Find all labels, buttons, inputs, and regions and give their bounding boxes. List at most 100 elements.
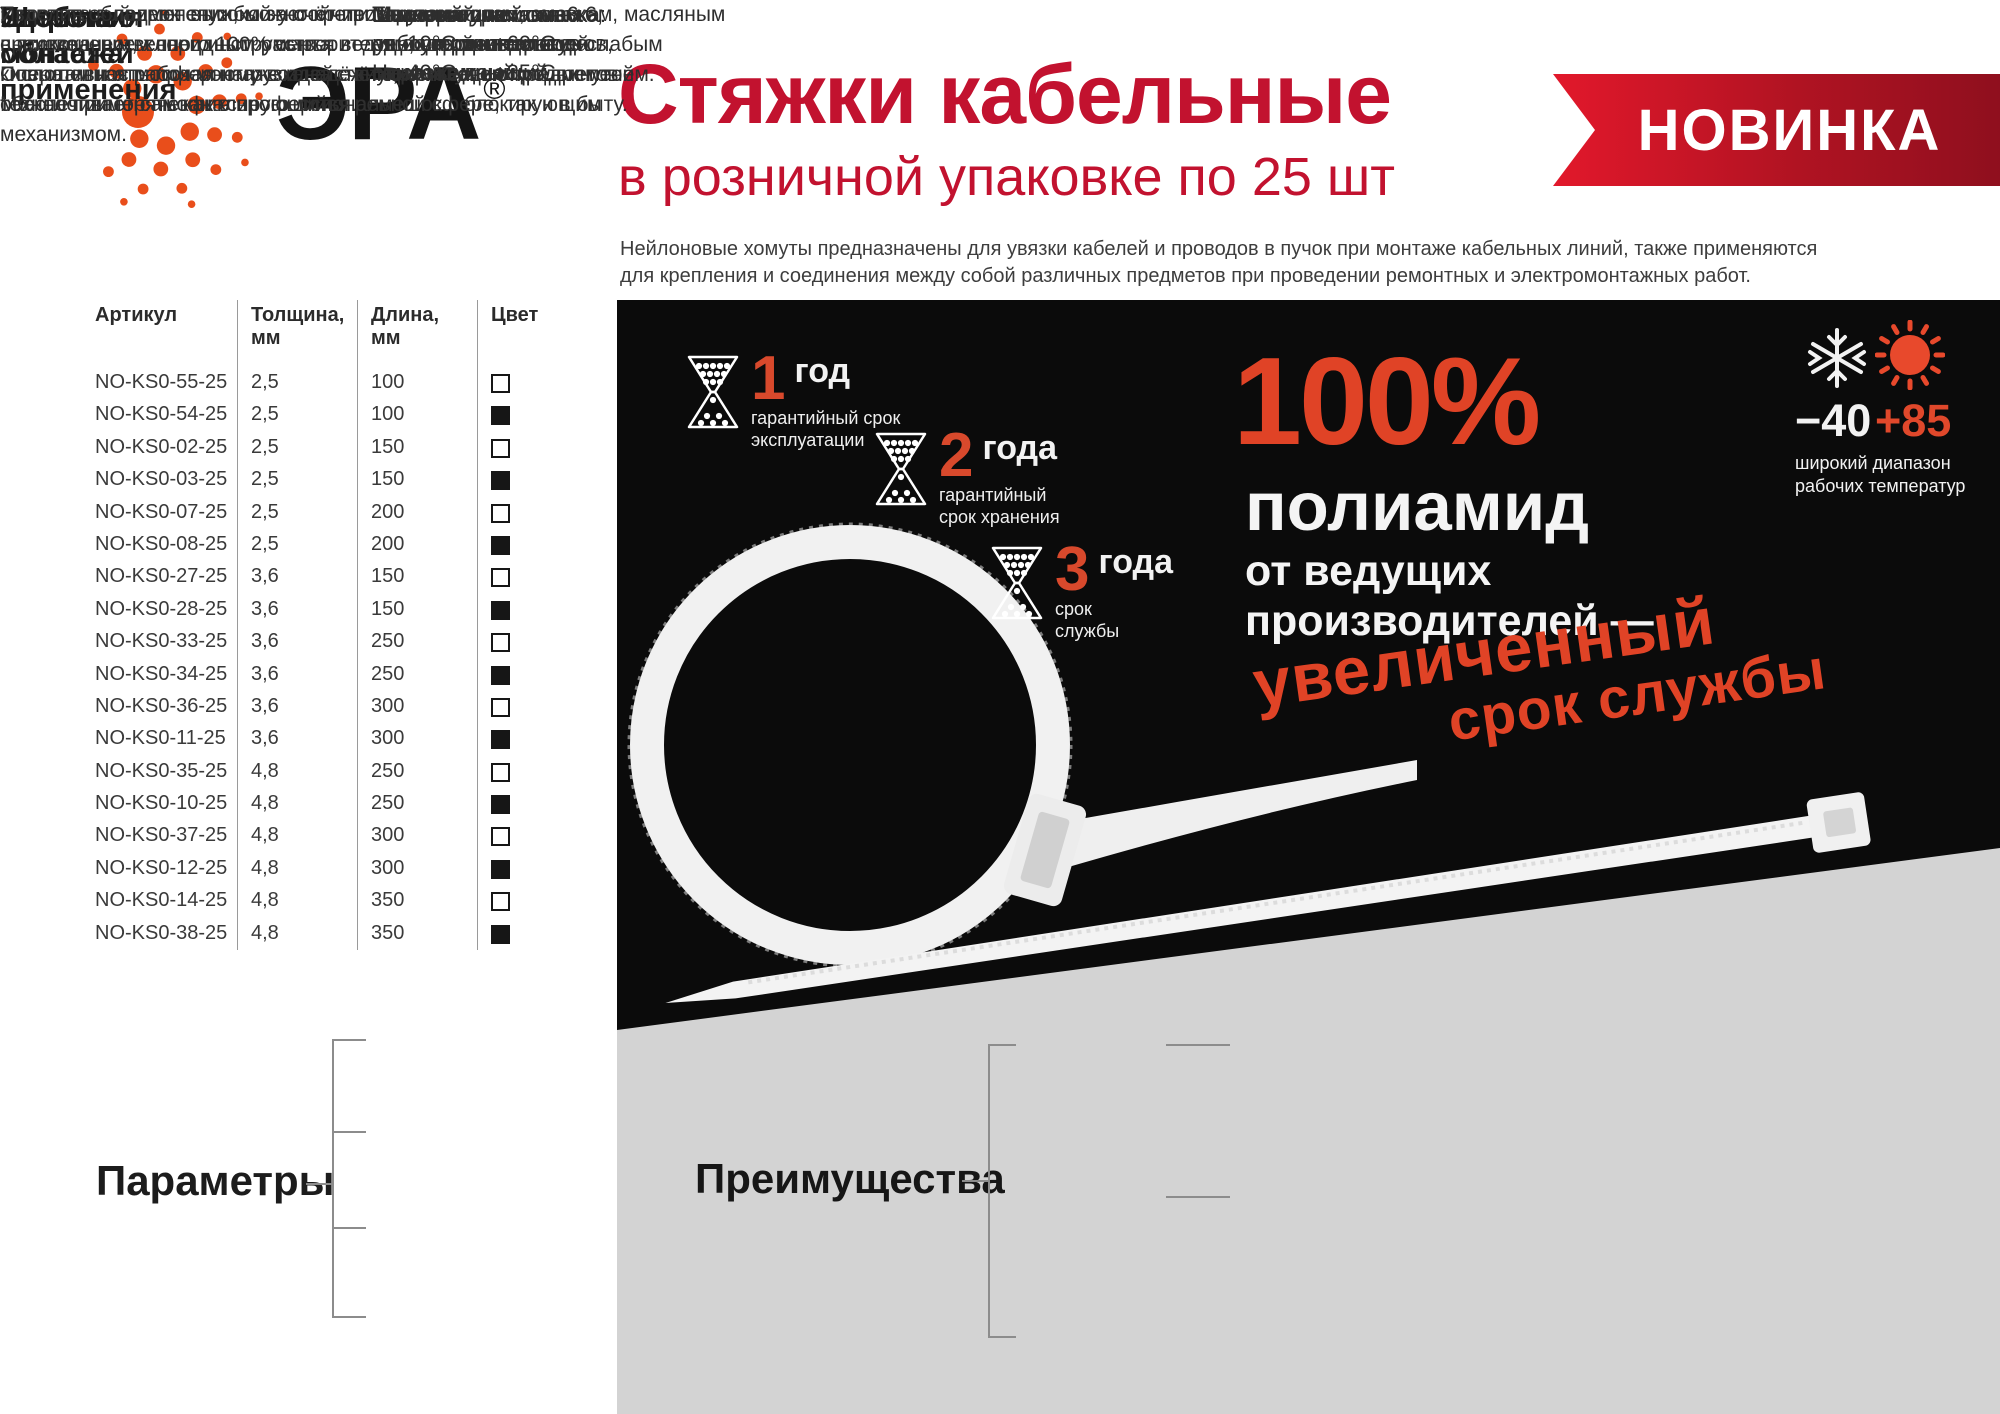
length-cell: 150: [357, 431, 477, 465]
warranty-years-number: 2: [939, 421, 974, 490]
connector-line: [988, 1336, 1016, 1338]
parameter-item: Замковый механизм одностороннего хода. Н…: [372, 2, 595, 85]
color-cell: [477, 496, 571, 529]
length-cell: 150: [357, 561, 477, 594]
article-cell: NO-KS0-07-25: [95, 500, 228, 523]
length-cell: 250: [357, 626, 477, 659]
color-cell: [477, 788, 571, 821]
parameter-item: Материал: нейлон 6.6, не содержит галоге…: [372, 2, 614, 85]
page-subtitle: в розничной упаковке по 25 шт: [618, 147, 1395, 207]
connector-line: [306, 1183, 332, 1185]
length-cell: 350: [357, 917, 477, 951]
warranty-badge-text: 1 год гарантийный срок эксплуатации: [751, 347, 901, 452]
length-cell: 300: [357, 820, 477, 853]
table-row: NO-KS0-27-25 3,6 150: [95, 561, 571, 594]
promo-line-poliamid: полиамид: [1245, 468, 1589, 545]
table-row: NO-KS0-12-25 4,8 300: [95, 852, 571, 886]
warranty-description: гарантийный срок эксплуатации: [751, 408, 901, 450]
color-cell: [477, 690, 571, 724]
color-swatch: [491, 406, 510, 426]
color-swatch: [491, 633, 510, 653]
warranty-badge: 3 года срок службы: [991, 538, 1174, 643]
connector-line: [988, 1044, 1016, 1046]
column-header-length: Длина, мм: [357, 300, 477, 367]
article-cell: NO-KS0-36-25: [95, 694, 228, 717]
connector-line: [332, 1039, 366, 1041]
color-swatch: [491, 471, 510, 491]
thickness-cell: 3,6: [237, 561, 357, 594]
color-swatch: [491, 438, 510, 458]
color-cell: [477, 399, 571, 432]
parameters-title: Параметры: [96, 1157, 335, 1204]
article-cell: NO-KS0-10-25: [95, 792, 228, 815]
table-row: NO-KS0-14-25 4,8 350: [95, 885, 571, 918]
advantage-label: Широта областей применения: [0, 2, 177, 106]
article-cell: NO-KS0-55-25: [95, 371, 228, 393]
table-row: NO-KS0-28-25 3,6 150: [95, 593, 571, 627]
color-cell: [477, 593, 571, 627]
hourglass-icon: [687, 355, 739, 429]
registered-mark: ®: [483, 73, 505, 106]
thickness-cell: 4,8: [237, 788, 357, 821]
connector-line: [988, 1044, 990, 1338]
color-cell: [477, 820, 571, 853]
color-cell: [477, 658, 571, 691]
warranty-badge: 1 год гарантийный срок эксплуатации: [687, 347, 901, 452]
connector-line: [332, 1227, 366, 1229]
color-cell: [477, 917, 571, 951]
warranty-description: срок службы: [1055, 599, 1120, 641]
article-cell: NO-KS0-28-25: [95, 597, 228, 620]
table-row: NO-KS0-55-25 2,5 100: [95, 367, 571, 400]
connector-line: [1166, 1044, 1230, 1046]
length-cell: 300: [357, 852, 477, 886]
warranty-description: гарантийный срок хранения: [939, 485, 1060, 527]
length-cell: 300: [357, 723, 477, 756]
color-cell: [477, 626, 571, 659]
color-swatch: [491, 697, 510, 717]
temp-range-caption: широкий диапазон рабочих температур: [1795, 453, 1966, 496]
product-description: Нейлоновые хомуты предназначены для увяз…: [620, 238, 1818, 287]
column-header-thickness: Толщина, мм: [237, 300, 357, 367]
connector-line: [332, 1039, 334, 1318]
column-header-article: Артикул: [95, 304, 178, 326]
table-row: NO-KS0-02-25 2,5 150: [95, 431, 571, 465]
table-row: NO-KS0-36-25 3,6 300: [95, 690, 571, 724]
advantage-text: Увеличенный срок службы за счёт применяе…: [0, 3, 635, 116]
parameter-item: Температура монтажа: от -10°С до +60°С: [372, 2, 606, 56]
thickness-cell: 4,8: [237, 820, 357, 853]
parameter-item: Широкий диапазон рабочих температур от -…: [372, 2, 581, 85]
article-cell: NO-KS0-37-25: [95, 824, 228, 847]
warranty-years-unit: года: [1098, 543, 1174, 581]
warranty-years-unit: год: [794, 352, 851, 390]
temp-max-value: +85: [1875, 395, 1952, 446]
brand-name: ЭРА ®: [276, 46, 505, 162]
table-row: NO-KS0-54-25 2,5 100: [95, 399, 571, 432]
length-cell: 250: [357, 755, 477, 789]
promo-line-leading: от ведущих: [1245, 547, 1492, 595]
product-table: Артикул Толщина, мм Длина, мм Цвет NO-KS…: [95, 300, 571, 951]
article-cell: NO-KS0-08-25: [95, 532, 228, 555]
warranty-badge-text: 2 года гарантийный срок хранения: [939, 421, 1060, 529]
color-swatch: [491, 535, 510, 555]
color-cell: [477, 852, 571, 886]
advantage-label: Удобство монтажа: [0, 2, 136, 70]
color-swatch: [491, 859, 510, 879]
table-header-row: Артикул Толщина, мм Длина, мм Цвет: [95, 300, 571, 367]
color-cell: [477, 723, 571, 756]
article-cell: NO-KS0-14-25: [95, 889, 228, 912]
color-cell: [477, 528, 571, 562]
thickness-cell: 4,8: [237, 852, 357, 886]
article-cell: NO-KS0-11-25: [95, 727, 226, 750]
article-cell: NO-KS0-33-25: [95, 630, 228, 653]
article-cell: NO-KS0-34-25: [95, 662, 228, 685]
color-swatch: [491, 665, 510, 685]
promo-line-manufacturers: производителей —: [1245, 597, 1654, 645]
article-cell: NO-KS0-54-25: [95, 403, 228, 426]
color-cell: [477, 561, 571, 594]
color-cell: [477, 755, 571, 789]
advantage-text: Простота в применении, можно крепить рук…: [0, 3, 619, 146]
warranty-years-unit: года: [982, 429, 1058, 467]
color-swatch: [491, 924, 510, 944]
advantages-title: Преимущества: [695, 1155, 1005, 1202]
hourglass-icon: [991, 546, 1043, 620]
